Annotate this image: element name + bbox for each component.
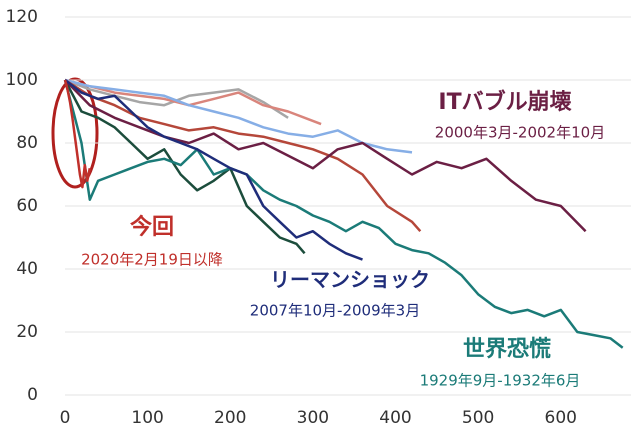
highlight-ellipse (51, 77, 99, 189)
x-tick-label: 600 (545, 408, 577, 428)
series-line (64, 78, 322, 126)
y-tick-label: 80 (16, 133, 38, 153)
series-line (63, 79, 92, 189)
series-line (63, 79, 306, 255)
series-period: 2000年3月-2002年10月 (435, 124, 605, 142)
x-tick-label: 200 (214, 408, 246, 428)
y-tick-label: 60 (16, 196, 38, 216)
x-tick-label: 400 (379, 408, 411, 428)
y-tick-label: 40 (16, 259, 38, 279)
x-tick-label: 300 (297, 408, 329, 428)
series-line (64, 78, 422, 233)
series-period: 1929年9月-1932年6月 (420, 372, 581, 390)
series-label: リーマンショック (270, 268, 430, 292)
y-tick-label: 20 (16, 322, 38, 342)
series-label: 世界恐慌 (463, 336, 551, 362)
x-tick-label: 0 (60, 408, 71, 428)
x-tick-label: 500 (462, 408, 494, 428)
y-tick-label: 120 (6, 7, 38, 27)
series-line (64, 79, 587, 233)
series-line (63, 79, 624, 349)
series-line (64, 78, 413, 154)
series-period: 2020年2月19日以降 (81, 251, 223, 269)
y-tick-label: 0 (27, 385, 38, 405)
y-tick-label: 100 (6, 70, 38, 90)
series-label: ITバブル崩壊 (438, 89, 572, 115)
series-period: 2007年10月-2009年3月 (250, 302, 420, 320)
x-tick-label: 100 (131, 408, 163, 428)
series-label: 今回 (130, 214, 174, 240)
series-line (64, 79, 363, 261)
